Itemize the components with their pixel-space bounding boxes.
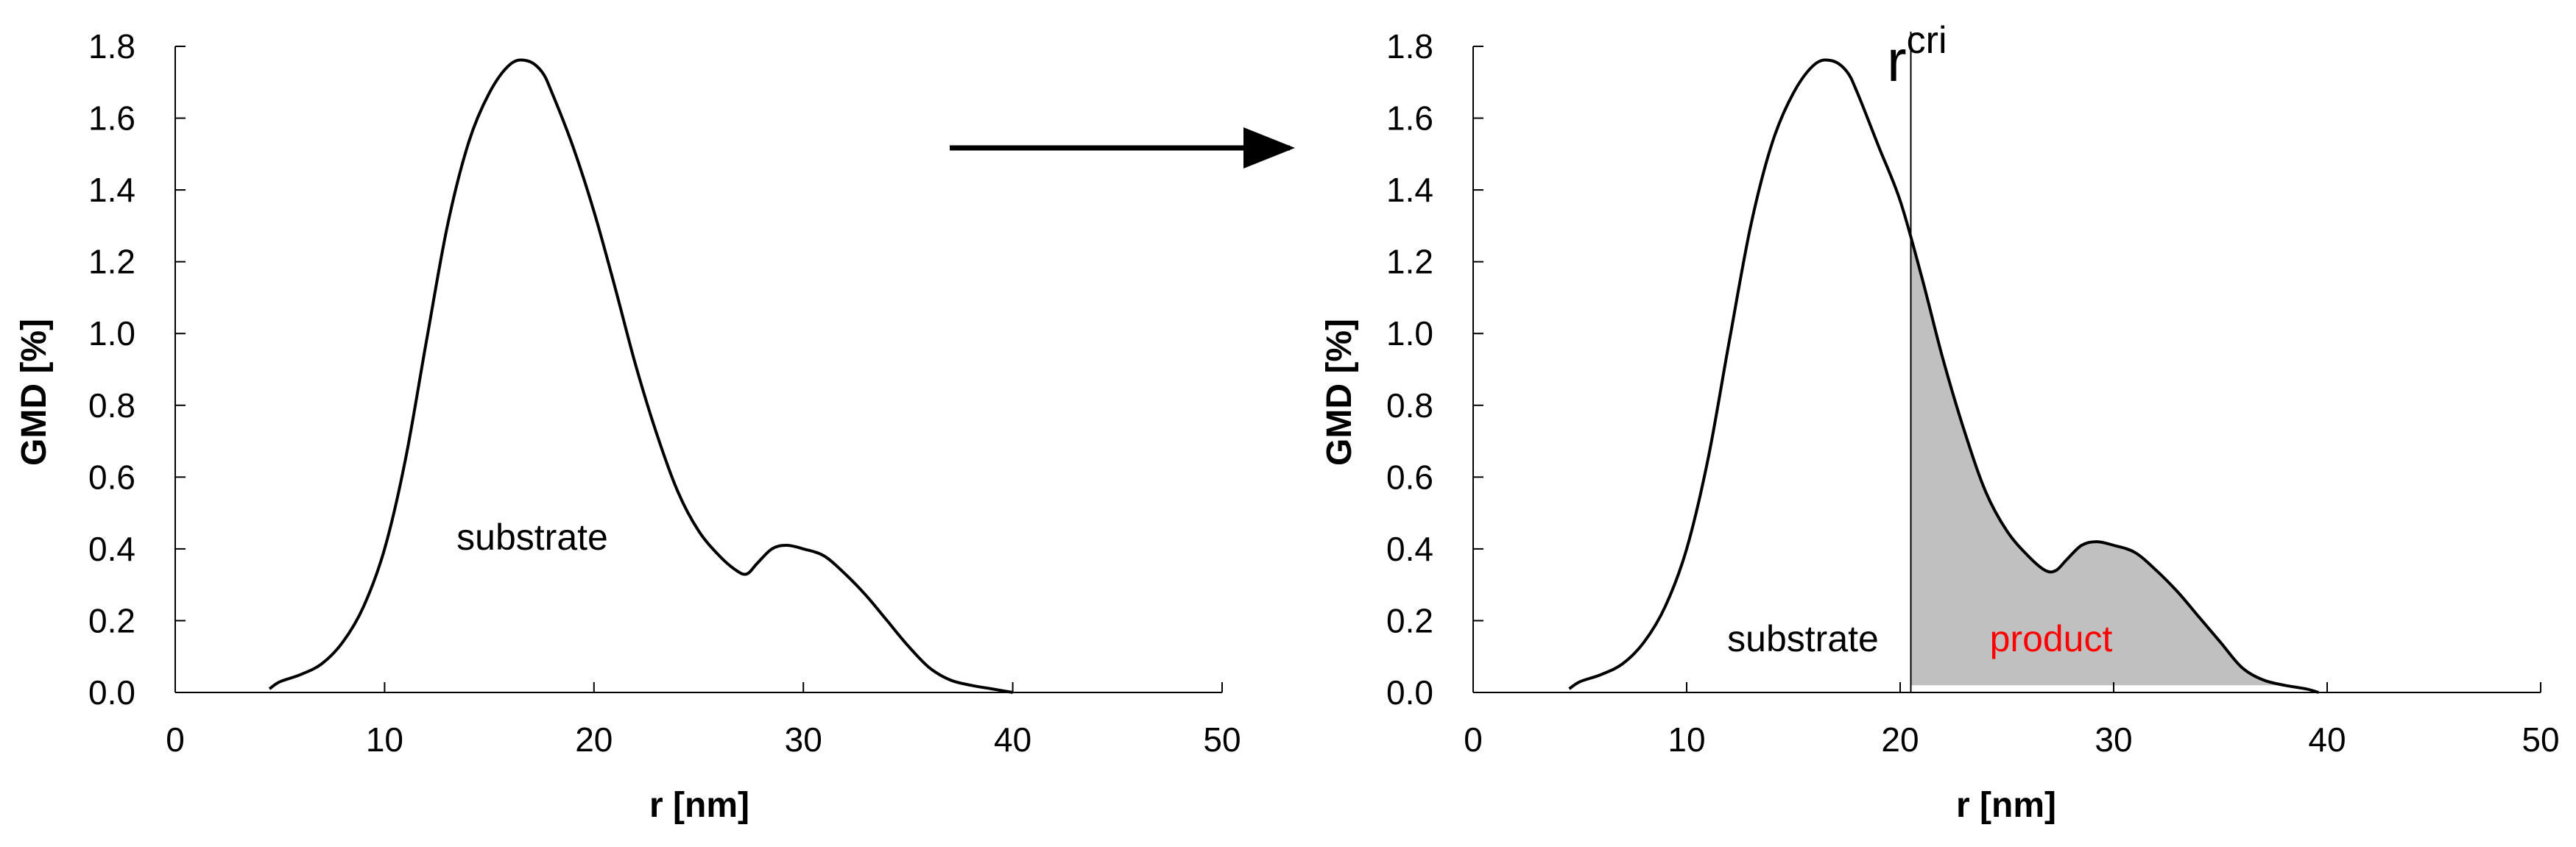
- series-line: [1568, 58, 2319, 694]
- y-tick-label: 0.0: [88, 673, 135, 712]
- y-tick-label: 1.2: [1386, 243, 1433, 281]
- y-tick-label: 1.4: [1386, 171, 1433, 209]
- substrate-label: substrate: [456, 517, 608, 558]
- x-tick-label: 40: [2308, 720, 2346, 759]
- y-tick-label: 1.0: [88, 314, 135, 352]
- y-tick-label: 0.6: [1386, 458, 1433, 496]
- y-tick-label: 1.2: [88, 243, 135, 281]
- x-tick-label: 0: [1464, 720, 1483, 759]
- cutoff-label-base: r: [1887, 28, 1907, 93]
- x-axis-title: r [nm]: [1956, 786, 2056, 825]
- y-tick-label: 0.4: [88, 530, 135, 568]
- y-tick-label: 0.4: [1386, 530, 1433, 568]
- substrate-label: substrate: [1727, 618, 1879, 659]
- y-tick-label: 1.0: [1386, 314, 1433, 352]
- x-tick-label: 40: [994, 720, 1031, 759]
- x-tick-label: 10: [1668, 720, 1705, 759]
- y-tick-label: 0.6: [88, 458, 135, 496]
- product-area: [1910, 238, 2319, 686]
- cutoff-label: rcri: [1887, 19, 1947, 93]
- x-tick-label: 30: [785, 720, 822, 759]
- y-tick-label: 0.2: [1386, 601, 1433, 639]
- product-label: product: [1990, 618, 2113, 659]
- y-axis-title: GMD [%]: [1320, 319, 1359, 466]
- y-tick-label: 0.8: [88, 386, 135, 425]
- x-tick-label: 10: [366, 720, 403, 759]
- x-axis-title: r [nm]: [649, 786, 749, 825]
- x-tick-label: 0: [166, 720, 185, 759]
- chart-left: 0 10 20 30 40 50 0.0 0.2 0.4 0.6 0.8 1.0 1.2 1.4 1.6 1.…: [15, 27, 1241, 825]
- x-tick-label: 50: [1203, 720, 1241, 759]
- chart-right: 0 10 20 30 40 50 0.0 0.2 0.4 0.6 0.8 1.0 1.2 1.4 1.6 1.…: [1320, 19, 2560, 825]
- cutoff-label-sup: cri: [1907, 19, 1947, 62]
- y-tick-label: 0.8: [1386, 386, 1433, 425]
- y-tick-label: 1.8: [88, 27, 135, 65]
- y-tick-label: 1.6: [88, 99, 135, 138]
- y-tick-label: 1.8: [1386, 27, 1433, 65]
- y-tick-label: 0.2: [88, 601, 135, 639]
- x-tick-label: 50: [2522, 720, 2559, 759]
- x-tick-label: 20: [1881, 720, 1919, 759]
- y-axis-title: GMD [%]: [15, 319, 54, 466]
- x-tick-label: 20: [575, 720, 613, 759]
- y-tick-label: 1.4: [88, 171, 135, 209]
- y-tick-label: 1.6: [1386, 99, 1433, 138]
- x-tick-label: 30: [2095, 720, 2132, 759]
- series-line: [268, 58, 1013, 694]
- y-tick-label: 0.0: [1386, 673, 1433, 712]
